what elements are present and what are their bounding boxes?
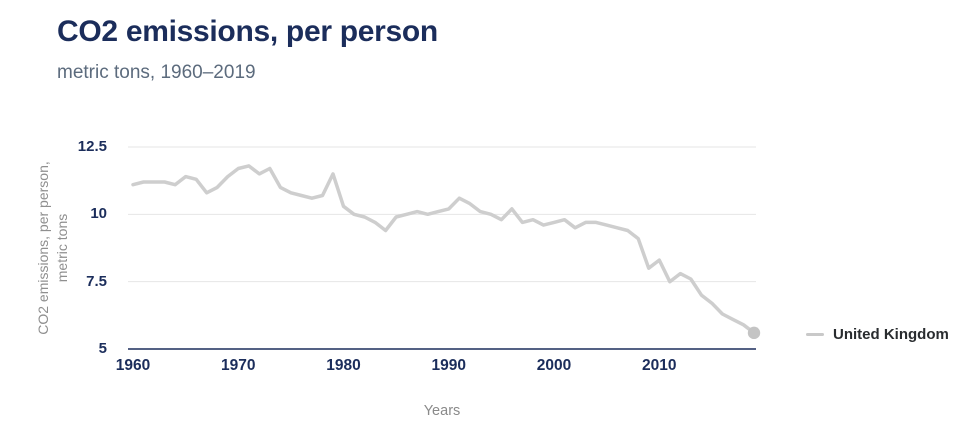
x-tick-label-1960: 1960: [115, 357, 151, 374]
legend-label: United Kingdom: [833, 326, 949, 343]
y-tick-label-10: 10: [90, 205, 107, 223]
legend-line-swatch: [806, 332, 824, 337]
y-tick-label-7.5: 7.5: [86, 272, 107, 290]
y-tick-label-5: 5: [98, 340, 107, 357]
chart-subtitle: metric tons, 1960–2019: [57, 62, 256, 83]
series-line-united-kingdom: [131, 164, 756, 335]
x-tick-label-1990: 1990: [431, 357, 466, 374]
x-tick-label-1980: 1980: [326, 357, 361, 374]
x-tick-label-2010: 2010: [642, 357, 677, 374]
x-tick-label-1970: 1970: [221, 357, 256, 374]
legend: United Kingdom: [806, 326, 949, 343]
y-tick-label-12.5: 12.5: [77, 138, 107, 155]
series-endpoint-dot: [747, 326, 761, 340]
chart-title: CO2 emissions, per person: [57, 15, 438, 48]
x-axis-title: Years: [423, 403, 461, 419]
x-tick-label-2000: 2000: [536, 357, 572, 374]
